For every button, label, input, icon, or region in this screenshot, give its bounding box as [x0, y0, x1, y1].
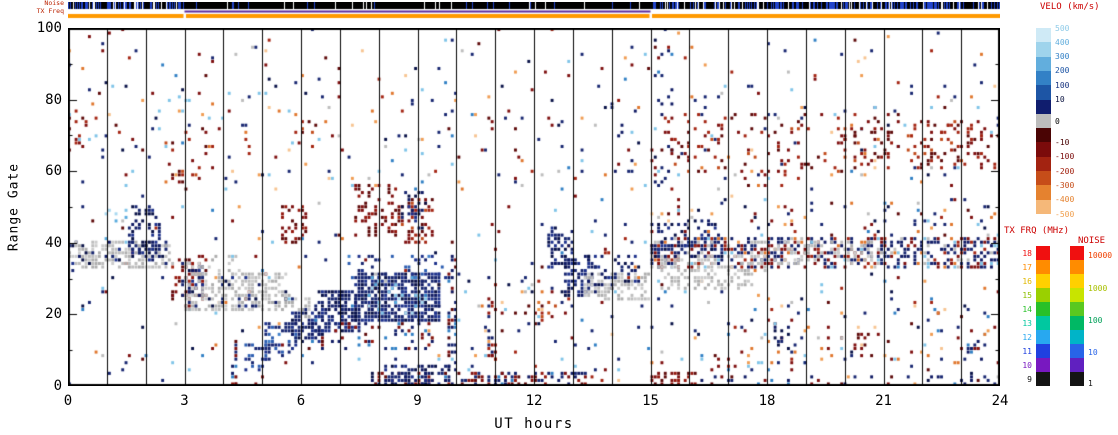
x-tick-label: 9 — [413, 393, 422, 409]
txfrq-colorbar-cell — [1036, 358, 1050, 373]
velo-colorbar-cell — [1036, 185, 1051, 201]
velo-colorbar-cell — [1036, 113, 1051, 129]
velo-tick-label: 300 — [1055, 52, 1070, 62]
velo-tick-label: 0 — [1055, 116, 1060, 126]
velo-tick-label: -200 — [1055, 166, 1075, 176]
velo-colorbar-cell — [1036, 85, 1051, 100]
txfrq-legend-title: TX FRQ (MHz) — [1004, 226, 1070, 236]
x-tick-label: 12 — [525, 393, 543, 409]
txfrq-colorbar-cell — [1036, 274, 1050, 289]
noise-colorbar-cell — [1070, 344, 1084, 359]
velo-tick-label: -100 — [1055, 152, 1075, 162]
velo-colorbar-cell — [1036, 28, 1051, 43]
txfreq-strip-label: TX Freq — [36, 7, 64, 15]
velo-colorbar-cell — [1036, 171, 1051, 186]
velo-colorbar-cell — [1036, 128, 1051, 143]
velo-colorbar-cell — [1036, 70, 1051, 86]
noise-legend-title: NOISE — [1078, 236, 1106, 246]
velo-colorbar-cell — [1036, 199, 1051, 215]
noise-colorbar-cell — [1070, 358, 1084, 373]
txfrq-colorbar-cell — [1036, 246, 1050, 261]
y-tick-label: 20 — [45, 306, 62, 323]
noise-colorbar-cell — [1070, 288, 1084, 303]
txfrq-colorbar-cell — [1036, 302, 1050, 317]
noise-tick-label: 1 — [1088, 378, 1093, 388]
txfrq-tick-label: 14 — [1022, 304, 1032, 314]
noise-colorbar-cell — [1070, 330, 1084, 345]
x-tick-label: 6 — [296, 393, 306, 409]
velo-colorbar-cell — [1036, 42, 1051, 57]
velo-legend-title: VELO (km/s) — [1040, 2, 1100, 12]
x-tick-label: 18 — [758, 393, 776, 409]
range-time-plot-canvas — [68, 28, 1000, 386]
txfrq-colorbar-cell — [1036, 288, 1050, 303]
noise-strip-label: Noise — [44, 0, 64, 7]
txfrq-colorbar-cell — [1036, 372, 1050, 387]
velo-tick-label: 100 — [1055, 80, 1070, 90]
x-tick-label: 3 — [180, 393, 189, 409]
txfrq-tick-label: 10 — [1022, 360, 1032, 370]
velo-tick-label: 500 — [1055, 23, 1070, 33]
velo-colorbar-cell — [1036, 156, 1051, 172]
velo-tick-label: -10 — [1055, 137, 1070, 147]
noise-tick-label: 1000 — [1088, 283, 1108, 293]
y-tick-label: 0 — [53, 378, 62, 394]
txfrq-tick-label: 16 — [1022, 276, 1032, 286]
noise-colorbar-cell — [1070, 246, 1084, 261]
txfrq-tick-label: 18 — [1022, 248, 1032, 258]
velo-tick-label: 400 — [1055, 37, 1070, 47]
txfrq-colorbar-cell — [1036, 330, 1050, 345]
y-tick-label: 80 — [45, 91, 62, 108]
velo-tick-label: -500 — [1055, 209, 1075, 219]
velo-tick-label: 200 — [1055, 66, 1070, 76]
txfrq-tick-label: 11 — [1022, 346, 1032, 356]
velo-colorbar-cell — [1036, 142, 1051, 158]
txfrq-colorbar-cell — [1036, 316, 1050, 331]
txfrq-colorbar-cell — [1036, 260, 1050, 275]
noise-colorbar-cell — [1070, 372, 1084, 387]
velo-tick-label: -300 — [1055, 180, 1075, 190]
y-tick-label: 40 — [45, 234, 62, 251]
y-tick-label: 60 — [45, 163, 62, 180]
noise-colorbar-cell — [1070, 316, 1084, 331]
x-tick-label: 0 — [63, 393, 73, 409]
noise-txfreq-strip-canvas — [68, 2, 1000, 20]
velo-colorbar-cell — [1036, 56, 1051, 72]
txfrq-colorbar-cell — [1036, 344, 1050, 359]
velo-tick-label: 10 — [1055, 95, 1065, 105]
noise-colorbar-cell — [1070, 260, 1084, 275]
txfrq-tick-label: 9 — [1027, 374, 1032, 384]
noise-colorbar-cell — [1070, 302, 1084, 317]
velo-tick-label: -400 — [1055, 195, 1075, 205]
x-tick-label: 24 — [991, 393, 1009, 409]
noise-colorbar-cell — [1070, 274, 1084, 289]
txfrq-tick-label: 15 — [1022, 290, 1032, 300]
txfrq-tick-label: 13 — [1022, 318, 1032, 328]
txfrq-tick-label: 17 — [1022, 262, 1032, 272]
noise-tick-label: 100 — [1088, 315, 1103, 325]
x-tick-label: 21 — [875, 393, 892, 409]
noise-tick-label: 10000 — [1088, 251, 1113, 261]
txfrq-tick-label: 12 — [1022, 332, 1032, 342]
x-axis-label: UT hours — [494, 416, 574, 432]
noise-tick-label: 10 — [1088, 347, 1098, 357]
y-tick-label: 100 — [36, 20, 62, 36]
y-axis-label: Range Gate — [6, 162, 22, 252]
x-tick-label: 15 — [642, 393, 659, 409]
velo-colorbar-cell — [1036, 99, 1051, 115]
